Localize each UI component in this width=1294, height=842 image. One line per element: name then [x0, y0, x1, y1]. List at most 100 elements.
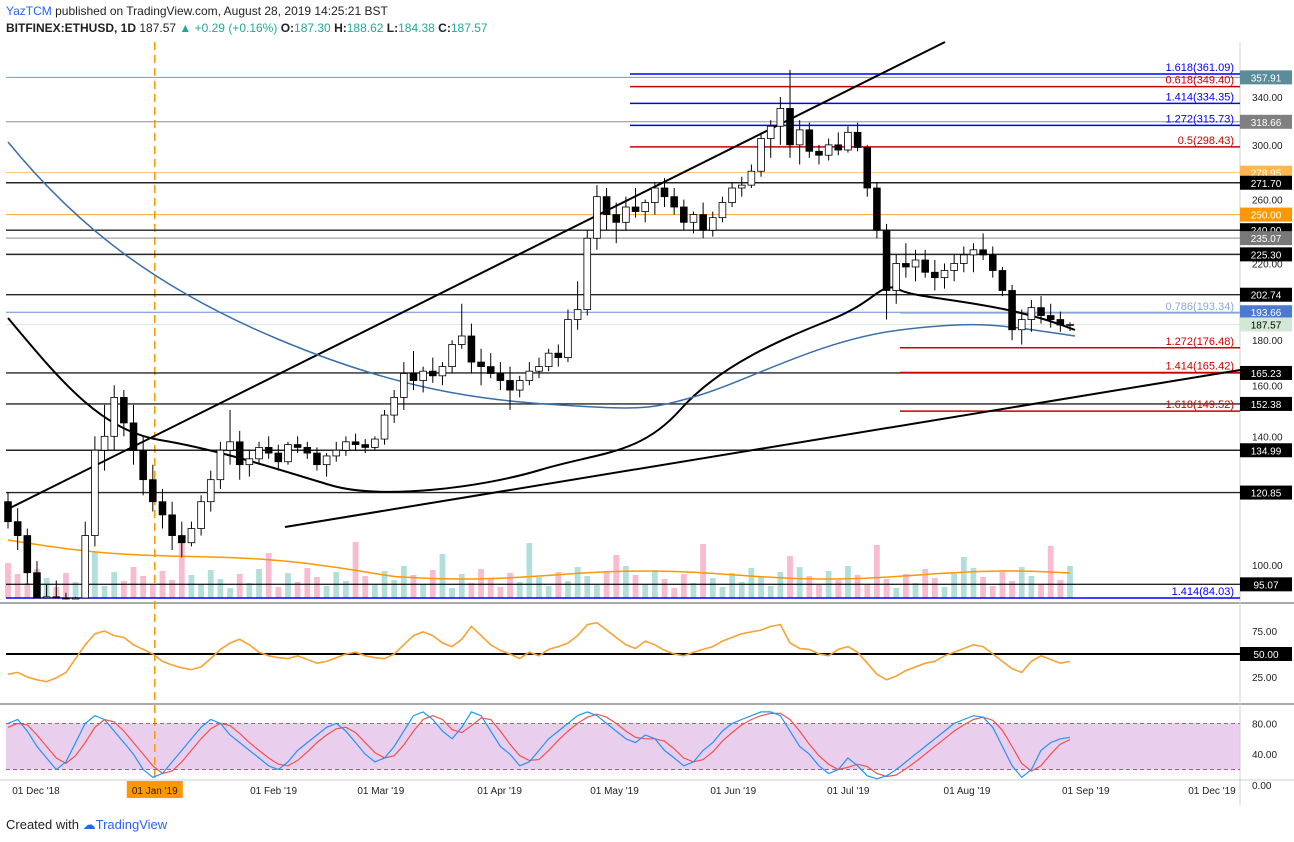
volume-bar — [178, 541, 185, 598]
price-badge — [1240, 365, 1292, 380]
candle-body — [400, 373, 408, 398]
rsi-tick-label: 25.00 — [1252, 673, 1277, 684]
fib-level-label: 1.414(165.42) — [1166, 361, 1235, 373]
volume-bar — [410, 575, 417, 598]
candle-body — [1017, 319, 1026, 331]
volume-ma-line — [7, 539, 1071, 580]
candle-body — [805, 129, 814, 152]
candle-body — [216, 449, 225, 481]
volume-bar — [468, 583, 475, 598]
low-label: L: — [386, 21, 399, 35]
price-badge — [1240, 247, 1292, 262]
time-axis-label: 01 Dec '18 — [12, 786, 60, 797]
candle-body — [448, 344, 456, 368]
last-price: 187.57 — [139, 21, 177, 35]
price-badge-label: 202.74 — [1251, 291, 1282, 302]
volume-bar — [246, 583, 253, 598]
volume-bar — [526, 543, 533, 598]
price-axis-tick: 140.00 — [1252, 432, 1283, 443]
volume-bar — [314, 577, 320, 598]
author-name[interactable]: YazTCM — [6, 4, 52, 18]
fib-level-label: 1.618(361.09) — [1166, 62, 1235, 74]
candle-body — [429, 370, 437, 377]
candle-body — [506, 380, 514, 391]
candle-body — [245, 458, 254, 466]
candle-body — [255, 447, 263, 460]
fib-level-label: 1.272(176.48) — [1166, 336, 1235, 348]
volume-bar — [922, 569, 929, 598]
volume-bar — [400, 566, 407, 598]
candle-body — [332, 449, 341, 457]
time-axis-label: 01 May '19 — [590, 786, 639, 797]
candle-body — [892, 263, 900, 291]
candle-body — [457, 335, 466, 345]
price-badge — [1240, 114, 1292, 129]
candle-body — [149, 479, 157, 503]
candle-body — [168, 514, 176, 536]
price-badge — [1240, 396, 1292, 411]
candle-body — [651, 187, 659, 203]
candle-body — [612, 214, 621, 223]
volume-bar — [796, 567, 803, 598]
price-badge — [1240, 175, 1292, 190]
volume-bar — [680, 574, 687, 598]
volume-bar — [883, 579, 890, 598]
candle-body — [100, 435, 109, 451]
candle-body — [631, 206, 640, 212]
created-with-text: Created with — [6, 817, 79, 832]
price-badge — [1240, 231, 1292, 246]
fib-level-label: 0.786(193.34) — [1166, 301, 1235, 313]
candle-body — [52, 596, 61, 599]
price-axis-tick: 220.00 — [1252, 259, 1283, 270]
volume-bar — [420, 584, 427, 598]
candle-body — [284, 444, 292, 463]
candle-body — [235, 441, 244, 466]
volume-bar — [970, 568, 977, 598]
volume-bar — [487, 578, 494, 598]
volume-bar — [91, 552, 98, 598]
rsi-tick-label: 50.00 — [1253, 650, 1278, 661]
price-badge — [1240, 577, 1292, 592]
candle-body — [940, 270, 949, 279]
candle-body — [795, 129, 804, 146]
volume-bar — [265, 553, 272, 598]
volume-bar — [24, 583, 31, 598]
volume-bar — [188, 575, 195, 598]
fib-level-label: 0.618(349.40) — [1166, 75, 1235, 87]
volume-bar — [767, 586, 774, 598]
candle-body — [226, 441, 234, 451]
price-badge-label: 134.99 — [1251, 446, 1282, 457]
candle-body — [709, 217, 717, 231]
candle-body — [718, 202, 727, 219]
volume-bar — [845, 566, 851, 598]
volume-bar — [594, 585, 600, 598]
volume-bar — [719, 587, 726, 598]
volume-bar — [72, 582, 79, 598]
candle-body — [62, 597, 70, 600]
volume-bar — [565, 581, 571, 598]
candle-body — [187, 528, 196, 544]
candle-body — [477, 361, 485, 368]
stoch-tick-label: 80.00 — [1252, 719, 1277, 730]
published-text: published on TradingView.com, August 28,… — [55, 4, 388, 18]
candle-body — [120, 397, 128, 424]
price-badge-label: 278.95 — [1251, 169, 1282, 180]
candle-body — [129, 422, 138, 451]
volume-bar — [362, 576, 369, 598]
candle-body — [699, 214, 707, 231]
volume-bar — [63, 573, 69, 598]
candle-body — [361, 444, 369, 448]
time-axis-label: 01 Aug '19 — [944, 786, 991, 797]
tradingview-logo[interactable]: ☁TradingView — [82, 817, 168, 832]
price-badge — [1240, 443, 1292, 458]
candle-body — [342, 441, 350, 451]
volume-bar — [1018, 567, 1025, 598]
volume-bar — [758, 577, 764, 598]
time-axis-highlight — [126, 781, 183, 798]
symbol-name: BITFINEX:ETHUSD, 1D — [6, 21, 137, 35]
price-axis-tick: 100.00 — [1252, 561, 1283, 572]
candle-body — [950, 263, 958, 271]
volume-bar — [439, 554, 446, 598]
time-axis-label: 01 Apr '19 — [477, 786, 522, 797]
